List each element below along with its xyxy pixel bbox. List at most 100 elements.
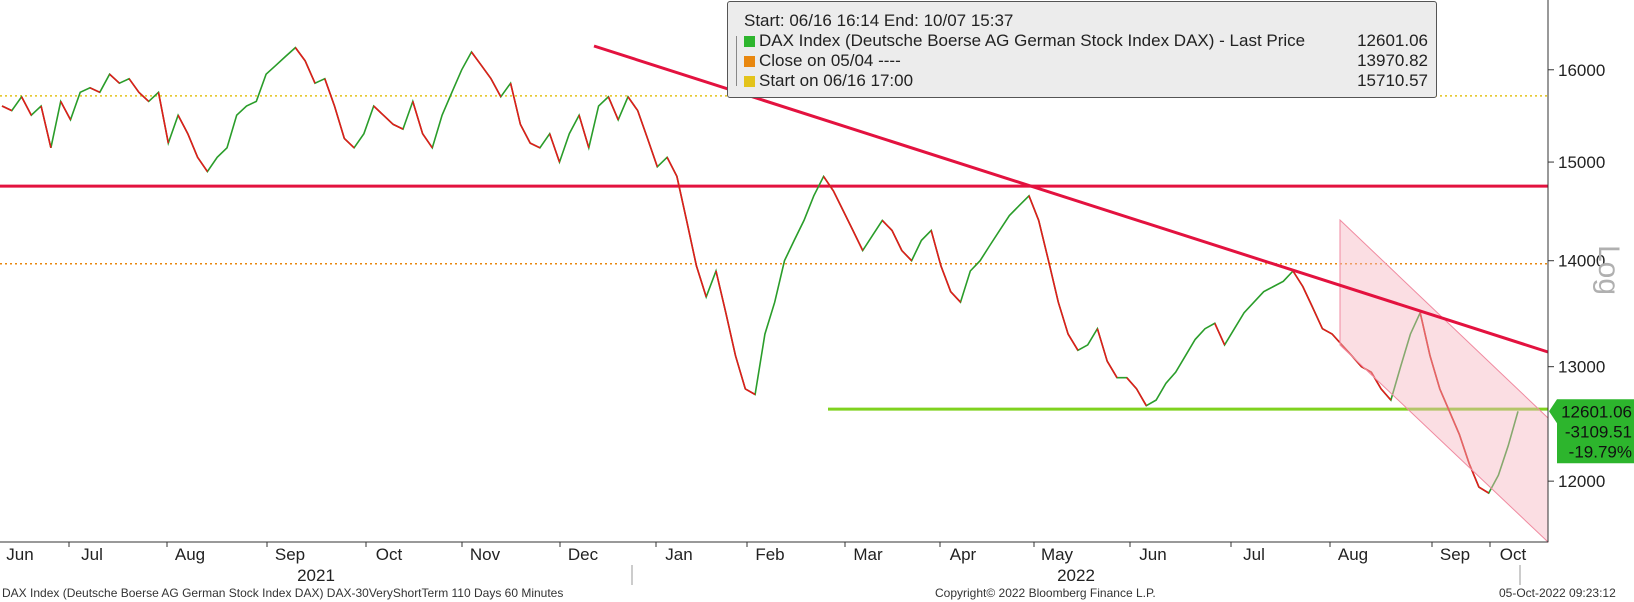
x-tick-label: Oct [376,545,403,564]
price-segment-down [294,47,306,62]
price-segment-down [676,176,688,221]
price-segment-down [666,156,678,177]
price-segment-down [1311,307,1324,330]
price-segment-down [891,230,903,251]
price-segment-down [695,265,707,298]
price-segment-down [59,101,72,121]
legend-swatch-start [744,76,755,87]
legend-label-close: Close on 05/04 ---- [759,51,901,70]
y-tick-label: 13000 [1558,358,1605,377]
price-segment-down [950,291,962,303]
price-segment-down [1302,286,1314,308]
x-tick-label: Jul [81,545,103,564]
x-tick-label: May [1041,545,1074,564]
price-segment-down [1214,322,1226,346]
price-segment-down [470,51,482,66]
x-tick-label: Mar [853,545,883,564]
price-segment-down [109,73,120,84]
price-segment-down [392,123,404,130]
price-segment-down [1106,360,1118,379]
price-segment-down [196,156,209,173]
price-segment-down [1057,301,1069,335]
price-segment-down [1448,411,1461,435]
y-tick-label: 12000 [1558,472,1605,491]
price-segment-down [1028,195,1040,221]
last-price-change: -3109.51 [1565,422,1632,441]
price-line [1,46,1519,495]
price-segment-down [343,137,355,149]
price-segment-down [1322,327,1333,335]
price-segment-down [881,219,893,231]
price-segment-down [89,87,101,94]
footer-timestamp: 05-Oct-2022 09:23:12 [1499,586,1616,600]
x-tick-label: Nov [470,545,501,564]
price-segment-down [578,114,590,149]
x-tick-label: Sep [275,545,305,564]
legend-value-start: 15710.57 [1357,71,1428,90]
price-segment-down [1429,355,1441,390]
price-segment-down [412,101,424,134]
last-price-box: 12601.06-3109.51-19.79% [1549,399,1634,464]
price-segment-down [930,230,942,267]
price-segment-down [304,60,316,84]
x-tick-label: Aug [1338,545,1368,564]
price-segment-down [636,110,649,139]
x-tick-label: Apr [950,545,977,564]
last-price-badge [1549,399,1634,464]
price-segment-down [715,270,727,313]
price-segment-down [519,124,531,144]
price-segment-down [1292,270,1304,287]
price-segment-down [646,138,659,168]
price-segment-down [627,96,639,112]
price-segment-down [157,92,170,144]
price-segment-down [1047,260,1060,303]
legend-row-start: Start on 06/16 17:00 15710.57 [744,71,1428,91]
price-segment-down [832,190,844,211]
price-segment-down [1067,333,1079,351]
price-segment-down [852,230,864,251]
price-segment-down [548,133,561,163]
year-label: 2021 [297,566,335,585]
reference-lines [0,95,1548,411]
price-segment-down [1,105,13,112]
price-segment-down [822,175,835,192]
legend-label-dax: DAX Index (Deutsche Boerse AG German Sto… [759,31,1306,50]
price-segment-down [842,210,854,231]
price-segment-down [1370,371,1382,390]
price-segment-down [1126,377,1138,390]
x-tick-label: Jul [1243,545,1265,564]
x-tick-label: Dec [568,545,599,564]
y-tick-label: 14000 [1558,252,1605,271]
price-segment-down [1096,328,1108,362]
legend-swatch-close [744,56,755,67]
last-price-value: 12601.06 [1561,402,1632,421]
price-segment-down [685,220,698,266]
price-segment-down [177,114,189,135]
price-segment-down [40,105,52,148]
price-segment-down [1037,220,1050,261]
trend-lines [593,44,1549,544]
x-tick-label: Sep [1440,545,1470,564]
axes: 12000 13000 14000 15000 16000 Jun Jul Aug Sep Oct… [0,0,1605,585]
price-segment-down [1135,388,1147,407]
price-segment-down [128,78,140,93]
legend-row-dax: DAX Index (Deutsche Boerse AG German Sto… [744,31,1428,51]
x-tick-label: Jan [665,545,692,564]
price-segment-down [20,96,33,116]
price-segment-down [138,91,150,102]
price-segment-down [1458,434,1470,464]
price-segment-down [324,78,336,107]
year-label: 2022 [1057,566,1095,585]
x-tick-label: Jun [6,545,33,564]
x-tick-label: Jun [1139,545,1166,564]
legend-tree-connector [736,36,743,86]
price-segment-down [529,142,541,149]
price-segment-down [734,355,747,390]
x-tick-label: Feb [755,545,784,564]
price-segment-down [1419,312,1431,356]
last-price-pct: -19.79% [1569,442,1632,461]
chart-legend: Start: 06/16 16:14 End: 10/07 15:37 DAX … [727,1,1437,98]
price-segment-down [744,388,756,396]
legend-header: Start: 06/16 16:14 End: 10/07 15:37 [744,11,1014,30]
price-segment-down [1380,388,1392,401]
